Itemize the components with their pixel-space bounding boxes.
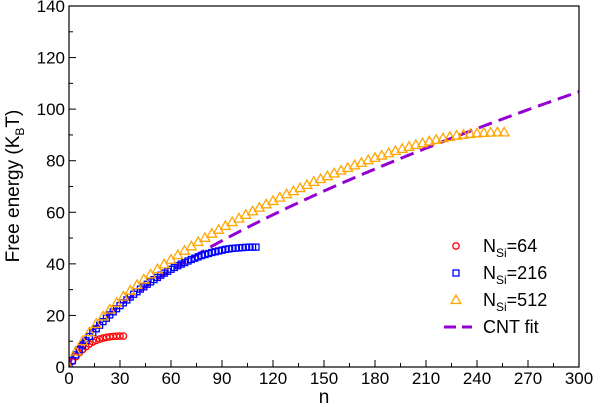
data-point: [90, 317, 103, 329]
data-point: [97, 310, 109, 321]
data-point: [116, 332, 124, 340]
data-point: [396, 142, 409, 154]
data-point: [69, 345, 82, 356]
data-point: [437, 131, 449, 143]
data-point: [430, 133, 443, 144]
x-tick-label: 240: [463, 369, 491, 388]
data-point: [76, 334, 89, 346]
legend-label: NSi=216: [483, 263, 547, 287]
y-tick-label: 100: [37, 100, 65, 119]
y-axis-title-sub: B: [13, 128, 27, 136]
data-point: [253, 201, 266, 212]
y-tick-label: 120: [37, 49, 65, 68]
series-circle: [69, 332, 128, 367]
x-tick-label: 30: [111, 369, 130, 388]
legend-label-main: N: [483, 263, 496, 283]
x-axis-title: n: [319, 387, 330, 407]
y-tick-label: 80: [46, 152, 65, 171]
data-point: [103, 303, 116, 314]
cnt-fit-line: [69, 90, 579, 367]
legend-label-sub: Si: [496, 300, 507, 314]
data-point: [403, 140, 415, 151]
data-point: [423, 135, 436, 146]
x-tick-label: 300: [565, 369, 593, 388]
legend-label: CNT fit: [483, 317, 539, 337]
legend-label: NSi=64: [483, 236, 537, 260]
legend-label-main: CNT fit: [483, 317, 539, 337]
data-point: [471, 127, 483, 138]
data-point: [110, 296, 123, 307]
legend-label-rest: =216: [507, 263, 548, 283]
data-point: [144, 268, 157, 279]
data-point: [83, 325, 96, 337]
y-tick-label: 40: [46, 255, 65, 274]
legend-label-sub: Si: [496, 273, 507, 287]
legend-entry: CNT fit: [444, 317, 539, 337]
legend-entry: NSi=64: [452, 236, 537, 260]
data-point: [124, 284, 137, 295]
legend-label-sub: Si: [496, 246, 507, 260]
x-tick-label: 210: [412, 369, 440, 388]
y-axis-title: Free energy (KBT): [3, 110, 27, 263]
x-tick-label: 180: [361, 369, 389, 388]
legend-label-main: N: [483, 236, 496, 256]
data-point: [464, 127, 477, 139]
legend-marker: [450, 293, 462, 305]
data-point: [491, 126, 504, 137]
data-point: [260, 197, 273, 209]
legend-label-rest: =512: [507, 290, 548, 310]
data-point: [273, 191, 286, 202]
data-point: [137, 273, 150, 284]
x-tick-label: 0: [64, 369, 73, 388]
x-tick-label: 60: [162, 369, 181, 388]
legend-entry: NSi=512: [450, 290, 547, 314]
data-point: [498, 126, 511, 137]
data-point: [389, 144, 402, 156]
data-point: [131, 278, 143, 290]
y-tick-label: 0: [56, 358, 65, 377]
data-point: [69, 360, 73, 367]
y-axis-title-rest: T): [3, 110, 24, 128]
legend-marker: [452, 269, 460, 277]
data-point: [450, 129, 463, 140]
legend-label: NSi=512: [483, 290, 547, 314]
data-point: [95, 335, 104, 344]
data-point: [119, 332, 128, 340]
legend-label-main: N: [483, 290, 496, 310]
legend-label-rest: =64: [507, 236, 538, 256]
data-point: [409, 138, 422, 150]
data-point: [484, 126, 497, 137]
y-tick-label: 140: [37, 0, 65, 16]
x-tick-label: 90: [213, 369, 232, 388]
data-point: [443, 130, 456, 142]
series-square: [69, 243, 260, 367]
y-tick-label: 60: [46, 203, 65, 222]
series-triangle: [69, 126, 511, 367]
legend-marker: [452, 242, 460, 250]
data-point: [92, 336, 101, 345]
data-point: [117, 290, 130, 301]
data-point: [477, 126, 490, 138]
x-tick-label: 120: [259, 369, 287, 388]
data-point: [457, 128, 470, 139]
data-point: [416, 136, 429, 148]
data-point: [252, 243, 260, 251]
data-point: [267, 194, 279, 206]
x-tick-label: 150: [310, 369, 338, 388]
y-axis-title-main: Free energy (K: [3, 135, 24, 262]
y-tick-label: 20: [46, 306, 65, 325]
legend-entry: NSi=216: [452, 263, 547, 287]
x-tick-label: 270: [514, 369, 542, 388]
